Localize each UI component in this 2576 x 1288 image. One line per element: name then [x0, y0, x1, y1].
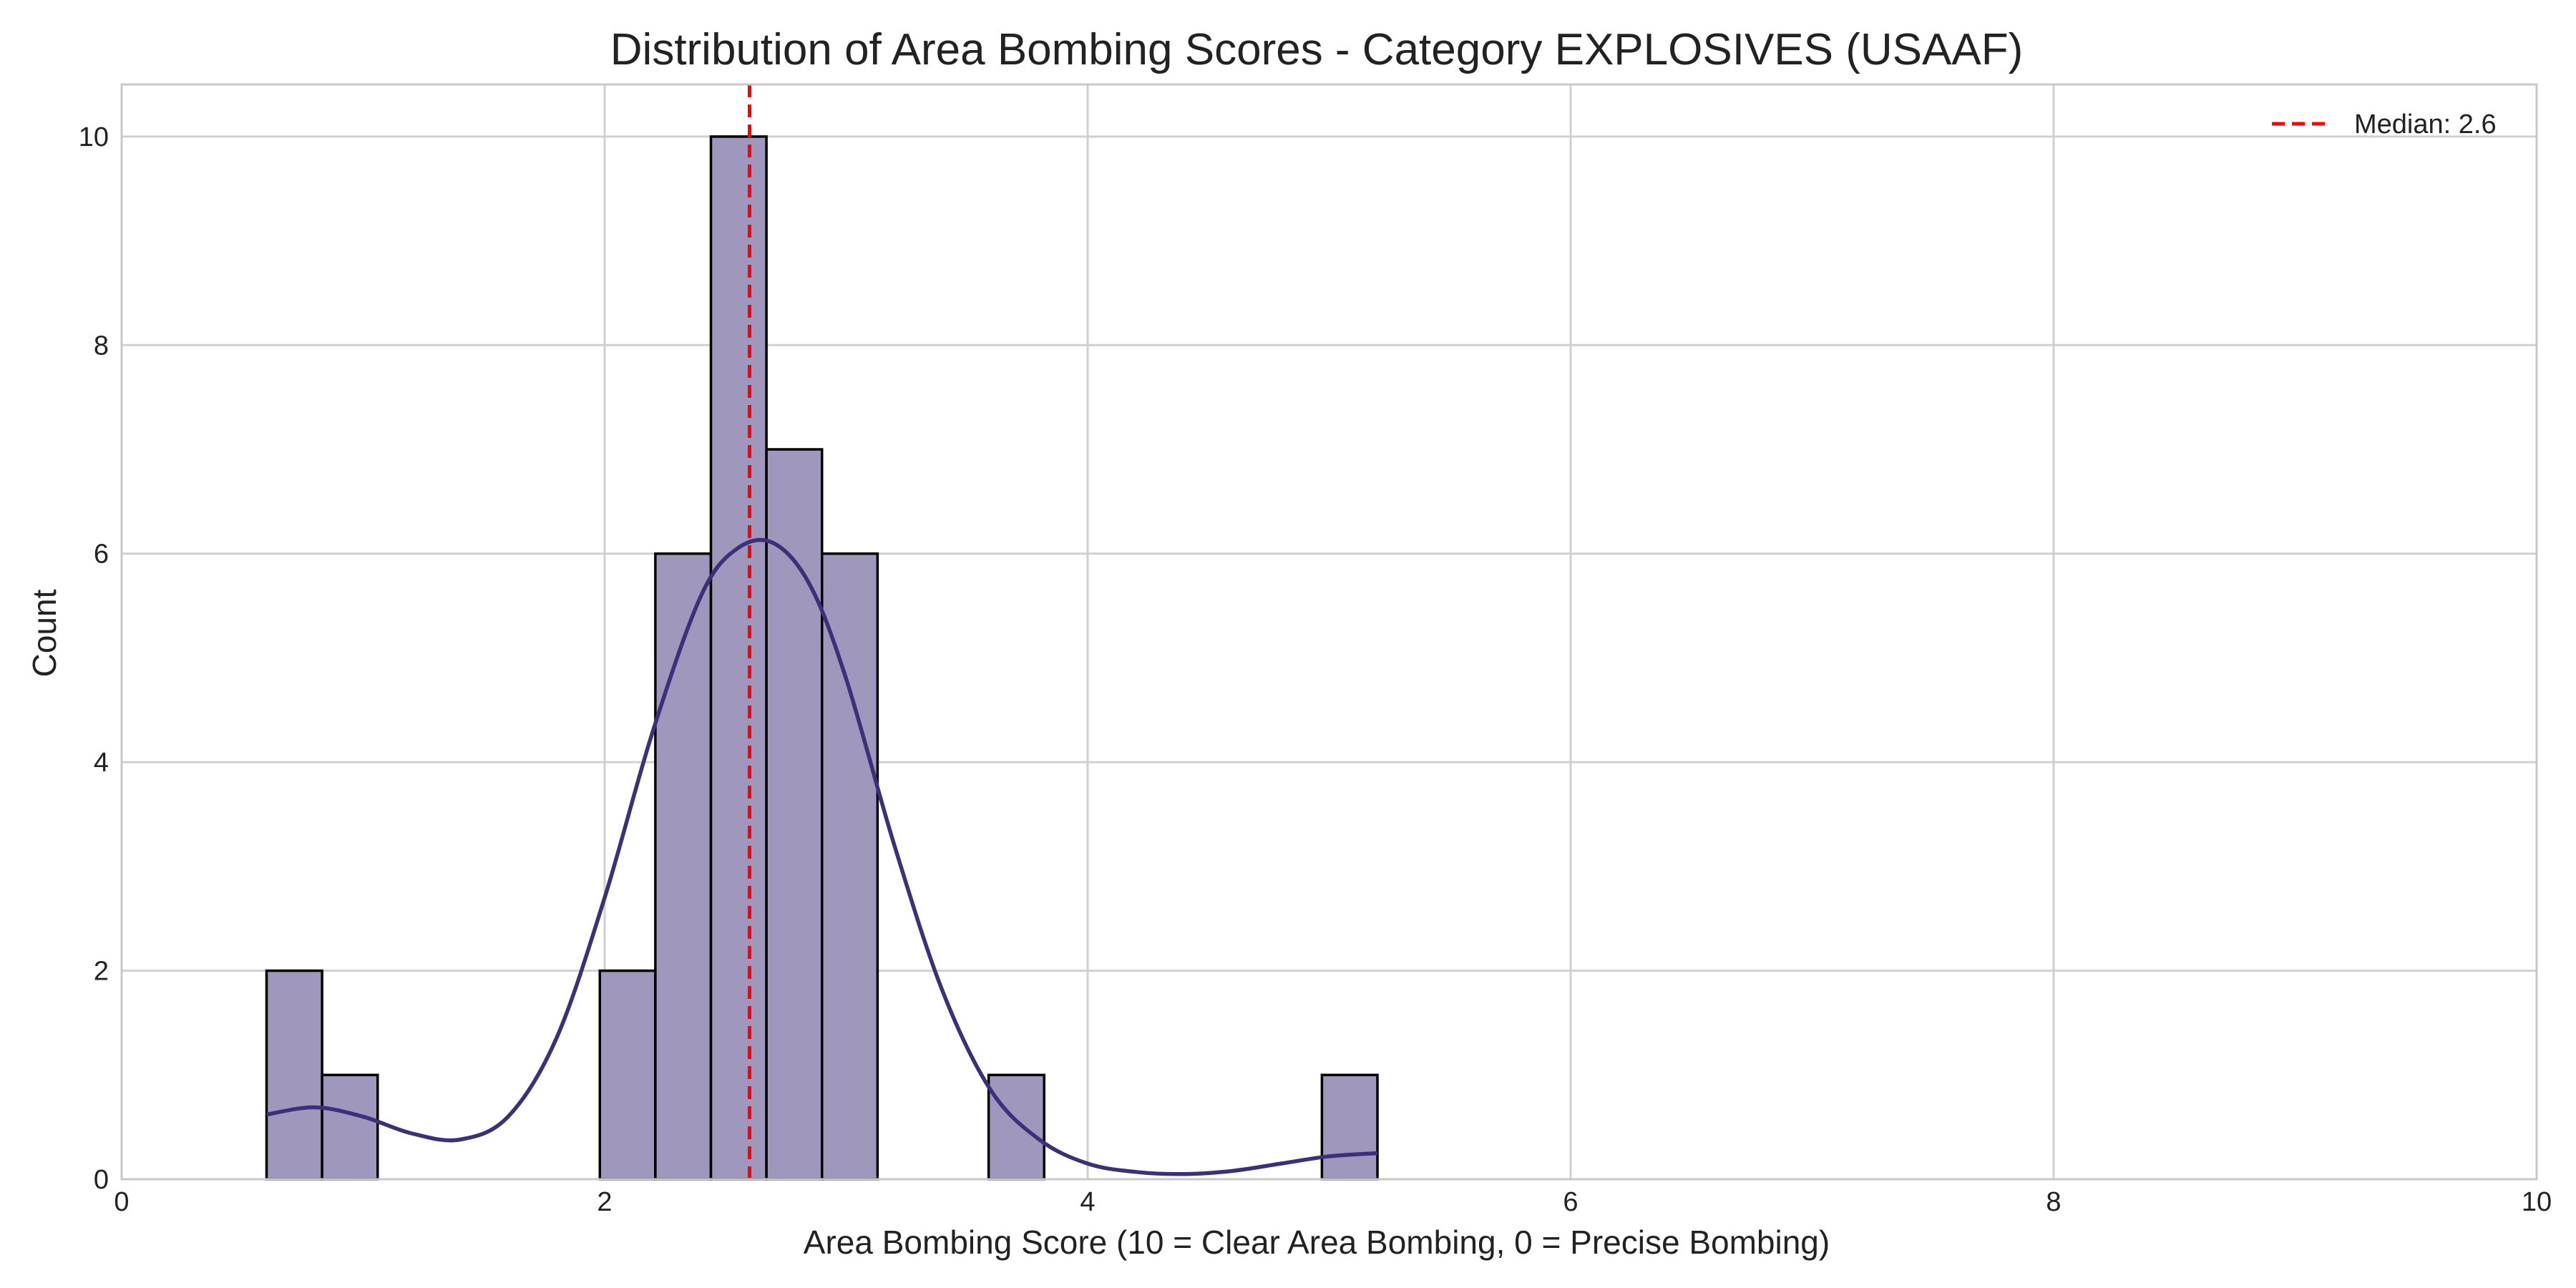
- kde-curve: [266, 537, 1378, 1176]
- y-tick-label: 0: [94, 1165, 109, 1195]
- histogram-bar: [598, 969, 657, 1181]
- x-tick-label: 6: [1563, 1187, 1578, 1217]
- histogram-bar: [765, 448, 824, 1181]
- tick-labels: 0 2 4 6 8 10 0 2 4 6 8 10: [79, 122, 2552, 1217]
- x-tick-label: 10: [2522, 1187, 2552, 1217]
- histogram-bar: [654, 552, 713, 1181]
- histogram-bar: [321, 1073, 379, 1181]
- legend: Median: 2.6: [2272, 109, 2497, 140]
- y-tick-label: 2: [94, 957, 109, 987]
- y-tick-label: 4: [94, 748, 109, 778]
- x-tick-label: 4: [1080, 1187, 1095, 1217]
- chart-title: Distribution of Area Bombing Scores - Ca…: [610, 25, 2023, 74]
- x-tick-label: 8: [2046, 1187, 2061, 1217]
- y-tick-label: 10: [79, 122, 109, 152]
- x-tick-label: 0: [114, 1187, 129, 1217]
- kde-curve-layer: [266, 537, 1378, 1176]
- grid-lines: [120, 84, 2538, 1181]
- y-axis-label: Count: [26, 589, 63, 677]
- x-axis-label: Area Bombing Score (10 = Clear Area Bomb…: [804, 1224, 1830, 1261]
- histogram-bar: [987, 1073, 1045, 1181]
- histogram-bar: [709, 135, 768, 1181]
- plot-area-border: [120, 83, 2538, 1181]
- y-tick-label: 8: [94, 331, 109, 361]
- legend-median-label: Median: 2.6: [2354, 109, 2497, 140]
- histogram-bars: [265, 135, 1379, 1181]
- y-tick-label: 6: [94, 540, 109, 570]
- x-tick-label: 2: [597, 1187, 612, 1217]
- histogram-bar: [821, 552, 879, 1181]
- axes-frame: [120, 83, 2538, 1181]
- histogram-bar: [1320, 1073, 1379, 1181]
- histogram-bar: [265, 969, 323, 1181]
